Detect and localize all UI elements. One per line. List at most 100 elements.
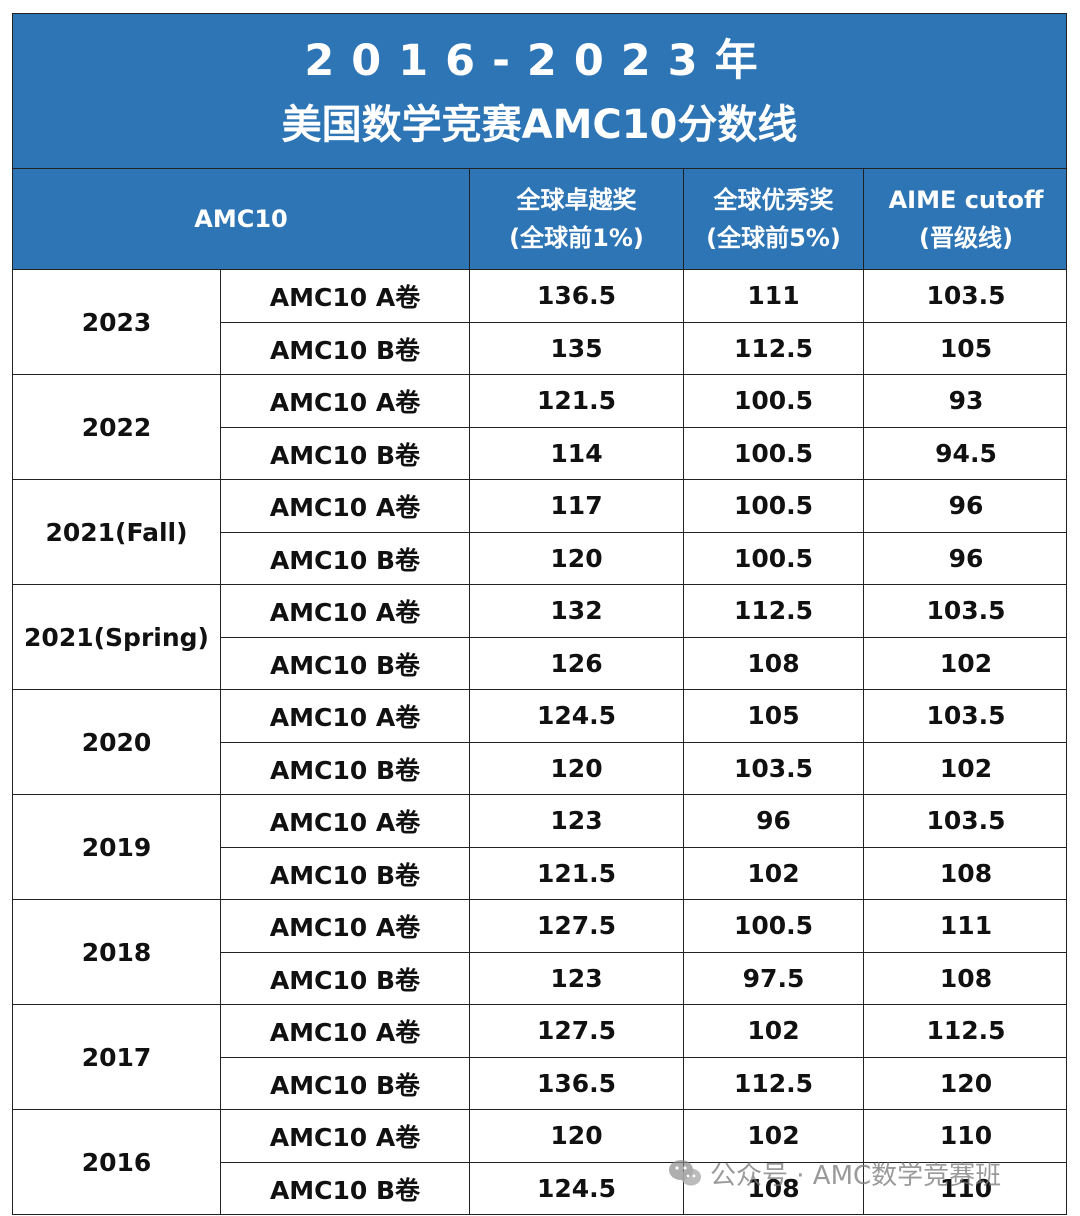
year-group: 2021(Spring) AMC10 A卷 132 112.5 103.5 AMC10 B…	[13, 585, 1066, 690]
distinction-score-cell: 124.5	[469, 1162, 683, 1214]
year-group: 2018 AMC10 A卷 127.5 100.5 111 AMC10 B卷 123 97.5…	[13, 900, 1066, 1005]
table-row: AMC10 A卷 121.5 100.5 93	[221, 375, 1066, 428]
distinction-score-cell: 114	[469, 427, 683, 480]
table-row: AMC10 A卷 132 112.5 103.5	[221, 585, 1066, 638]
title-years: 2016-2023年	[304, 36, 775, 86]
paper-cell: AMC10 B卷	[269, 965, 421, 995]
aime-cutoff-cell: 110	[863, 1110, 1066, 1162]
distinction-score-cell: 136.5	[469, 1057, 683, 1110]
year-cell: 2018	[13, 900, 221, 1004]
aime-cutoff-cell: 96	[863, 480, 1066, 532]
year-cell: 2022	[13, 375, 221, 479]
year-cell: 2020	[13, 690, 221, 794]
header-distinction-note: (全球前1%)	[509, 224, 644, 252]
aime-cutoff-cell: 94.5	[863, 427, 1066, 480]
aime-cutoff-cell: 108	[863, 847, 1066, 900]
table-row: AMC10 A卷 127.5 102 112.5	[221, 1005, 1066, 1058]
table-row: AMC10 B卷 136.5 112.5 120	[221, 1057, 1066, 1110]
paper-cell: AMC10 B卷	[269, 545, 421, 575]
aime-cutoff-cell: 102	[863, 637, 1066, 690]
paper-cell: AMC10 B卷	[269, 755, 421, 785]
aime-cutoff-cell: 120	[863, 1057, 1066, 1110]
year-cell: 2017	[13, 1005, 221, 1109]
distinction-score-cell: 124.5	[469, 690, 683, 742]
honor-score-cell: 108	[683, 1162, 863, 1214]
honor-score-cell: 108	[683, 637, 863, 690]
paper-cell: AMC10 B卷	[269, 1175, 421, 1205]
table-row: AMC10 B卷 124.5 108 110	[221, 1162, 1066, 1214]
year-cell: 2016	[13, 1110, 221, 1214]
paper-cell: AMC10 A卷	[269, 912, 421, 942]
aime-cutoff-cell: 108	[863, 952, 1066, 1005]
honor-score-cell: 102	[683, 1110, 863, 1162]
honor-score-cell: 102	[683, 847, 863, 900]
header-distinction-label: 全球卓越奖	[516, 186, 637, 214]
honor-score-cell: 112.5	[683, 322, 863, 375]
header-honor: 全球优秀奖 (全球前5%)	[683, 169, 863, 269]
aime-cutoff-cell: 93	[863, 375, 1066, 427]
paper-cell: AMC10 B卷	[269, 440, 421, 470]
distinction-score-cell: 127.5	[469, 1005, 683, 1057]
table-title: 2016-2023年 美国数学竞赛AMC10分数线	[13, 14, 1066, 169]
honor-score-cell: 111	[683, 270, 863, 322]
honor-score-cell: 96	[683, 795, 863, 847]
title-subject: 美国数学竞赛AMC10分数线	[281, 102, 798, 148]
aime-cutoff-cell: 110	[863, 1162, 1066, 1214]
aime-cutoff-cell: 105	[863, 322, 1066, 375]
year-group: 2020 AMC10 A卷 124.5 105 103.5 AMC10 B卷 120 103.…	[13, 690, 1066, 795]
paper-cell: AMC10 B卷	[269, 335, 421, 365]
paper-cell: AMC10 B卷	[269, 650, 421, 680]
aime-cutoff-cell: 96	[863, 532, 1066, 585]
distinction-score-cell: 136.5	[469, 270, 683, 322]
honor-score-cell: 105	[683, 690, 863, 742]
aime-cutoff-cell: 111	[863, 900, 1066, 952]
distinction-score-cell: 126	[469, 637, 683, 690]
distinction-score-cell: 117	[469, 480, 683, 532]
distinction-score-cell: 123	[469, 952, 683, 1005]
header-aime-label: AIME cutoff	[888, 186, 1044, 214]
honor-score-cell: 100.5	[683, 480, 863, 532]
distinction-score-cell: 121.5	[469, 847, 683, 900]
paper-cell: AMC10 A卷	[269, 1017, 421, 1047]
table-row: AMC10 B卷 126 108 102	[221, 637, 1066, 690]
paper-cell: AMC10 A卷	[269, 387, 421, 417]
honor-score-cell: 100.5	[683, 375, 863, 427]
aime-cutoff-cell: 102	[863, 742, 1066, 795]
aime-cutoff-cell: 103.5	[863, 690, 1066, 742]
distinction-score-cell: 127.5	[469, 900, 683, 952]
table-row: AMC10 A卷 120 102 110	[221, 1110, 1066, 1163]
honor-score-cell: 102	[683, 1005, 863, 1057]
year-group: 2019 AMC10 A卷 123 96 103.5 AMC10 B卷 121.5 102 10…	[13, 795, 1066, 900]
table-row: AMC10 A卷 123 96 103.5	[221, 795, 1066, 848]
aime-cutoff-cell: 103.5	[863, 270, 1066, 322]
table-row: AMC10 A卷 117 100.5 96	[221, 480, 1066, 533]
paper-cell: AMC10 A卷	[269, 807, 421, 837]
header-amc10: AMC10	[13, 169, 469, 269]
score-table: 2016-2023年 美国数学竞赛AMC10分数线 AMC10 全球卓越奖 (全…	[12, 13, 1067, 1215]
header-aime-note: (晋级线)	[919, 224, 1013, 252]
aime-cutoff-cell: 103.5	[863, 585, 1066, 637]
distinction-score-cell: 121.5	[469, 375, 683, 427]
distinction-score-cell: 123	[469, 795, 683, 847]
year-group: 2021(Fall) AMC10 A卷 117 100.5 96 AMC10 B卷 120 1…	[13, 480, 1066, 585]
year-cell: 2021(Fall)	[13, 480, 221, 584]
paper-cell: AMC10 A卷	[269, 1122, 421, 1152]
table-row: AMC10 A卷 124.5 105 103.5	[221, 690, 1066, 743]
paper-cell: AMC10 A卷	[269, 702, 421, 732]
distinction-score-cell: 120	[469, 1110, 683, 1162]
honor-score-cell: 103.5	[683, 742, 863, 795]
year-cell: 2021(Spring)	[13, 585, 221, 689]
distinction-score-cell: 120	[469, 742, 683, 795]
aime-cutoff-cell: 103.5	[863, 795, 1066, 847]
paper-cell: AMC10 B卷	[269, 1070, 421, 1100]
honor-score-cell: 112.5	[683, 585, 863, 637]
distinction-score-cell: 132	[469, 585, 683, 637]
year-cell: 2019	[13, 795, 221, 899]
year-group: 2022 AMC10 A卷 121.5 100.5 93 AMC10 B卷 114 100.5…	[13, 375, 1066, 480]
paper-cell: AMC10 A卷	[269, 597, 421, 627]
header-aime-cutoff: AIME cutoff (晋级线)	[863, 169, 1066, 269]
honor-score-cell: 100.5	[683, 900, 863, 952]
table-body: 2023 AMC10 A卷 136.5 111 103.5 AMC10 B卷 135 112.…	[13, 270, 1066, 1214]
header-honor-label: 全球优秀奖	[713, 186, 834, 214]
year-group: 2017 AMC10 A卷 127.5 102 112.5 AMC10 B卷 136.5 11…	[13, 1005, 1066, 1110]
